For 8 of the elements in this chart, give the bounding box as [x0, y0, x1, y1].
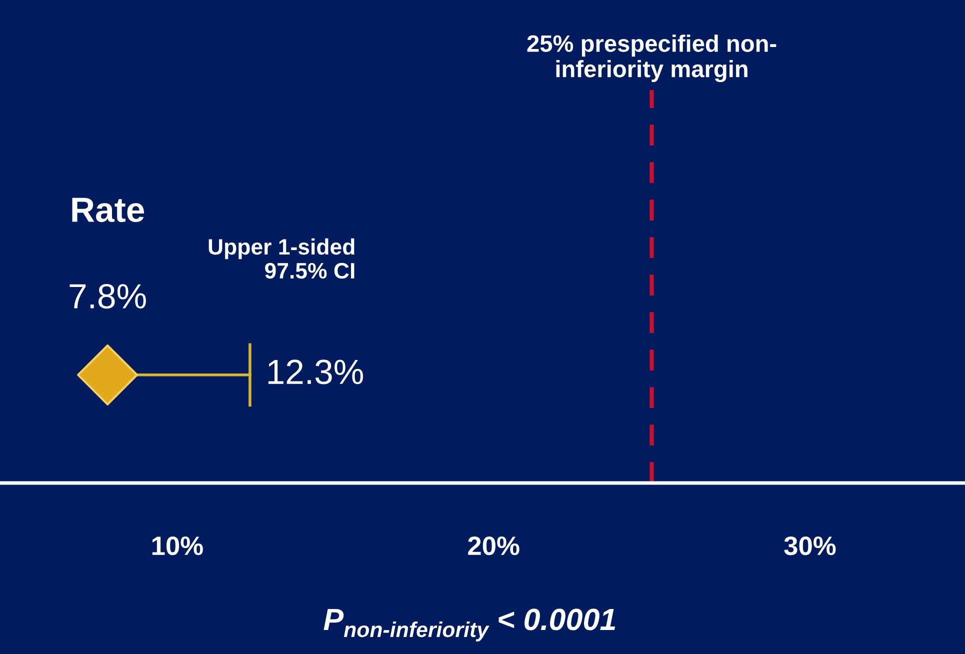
annotation: Rate: [72, 198, 144, 222]
ref-line-label: 25% prespecified non- inferiority margin: [527, 34, 776, 82]
data-label: 7.8%: [70, 284, 146, 309]
x-tick-label: 30%: [784, 536, 836, 556]
x-tick-label: 20%: [468, 536, 520, 556]
annotation: 12.3%: [268, 360, 363, 384]
annotation: Upper 1-sided 97.5% CI: [208, 238, 354, 279]
x-tick-label: 10%: [152, 536, 203, 556]
